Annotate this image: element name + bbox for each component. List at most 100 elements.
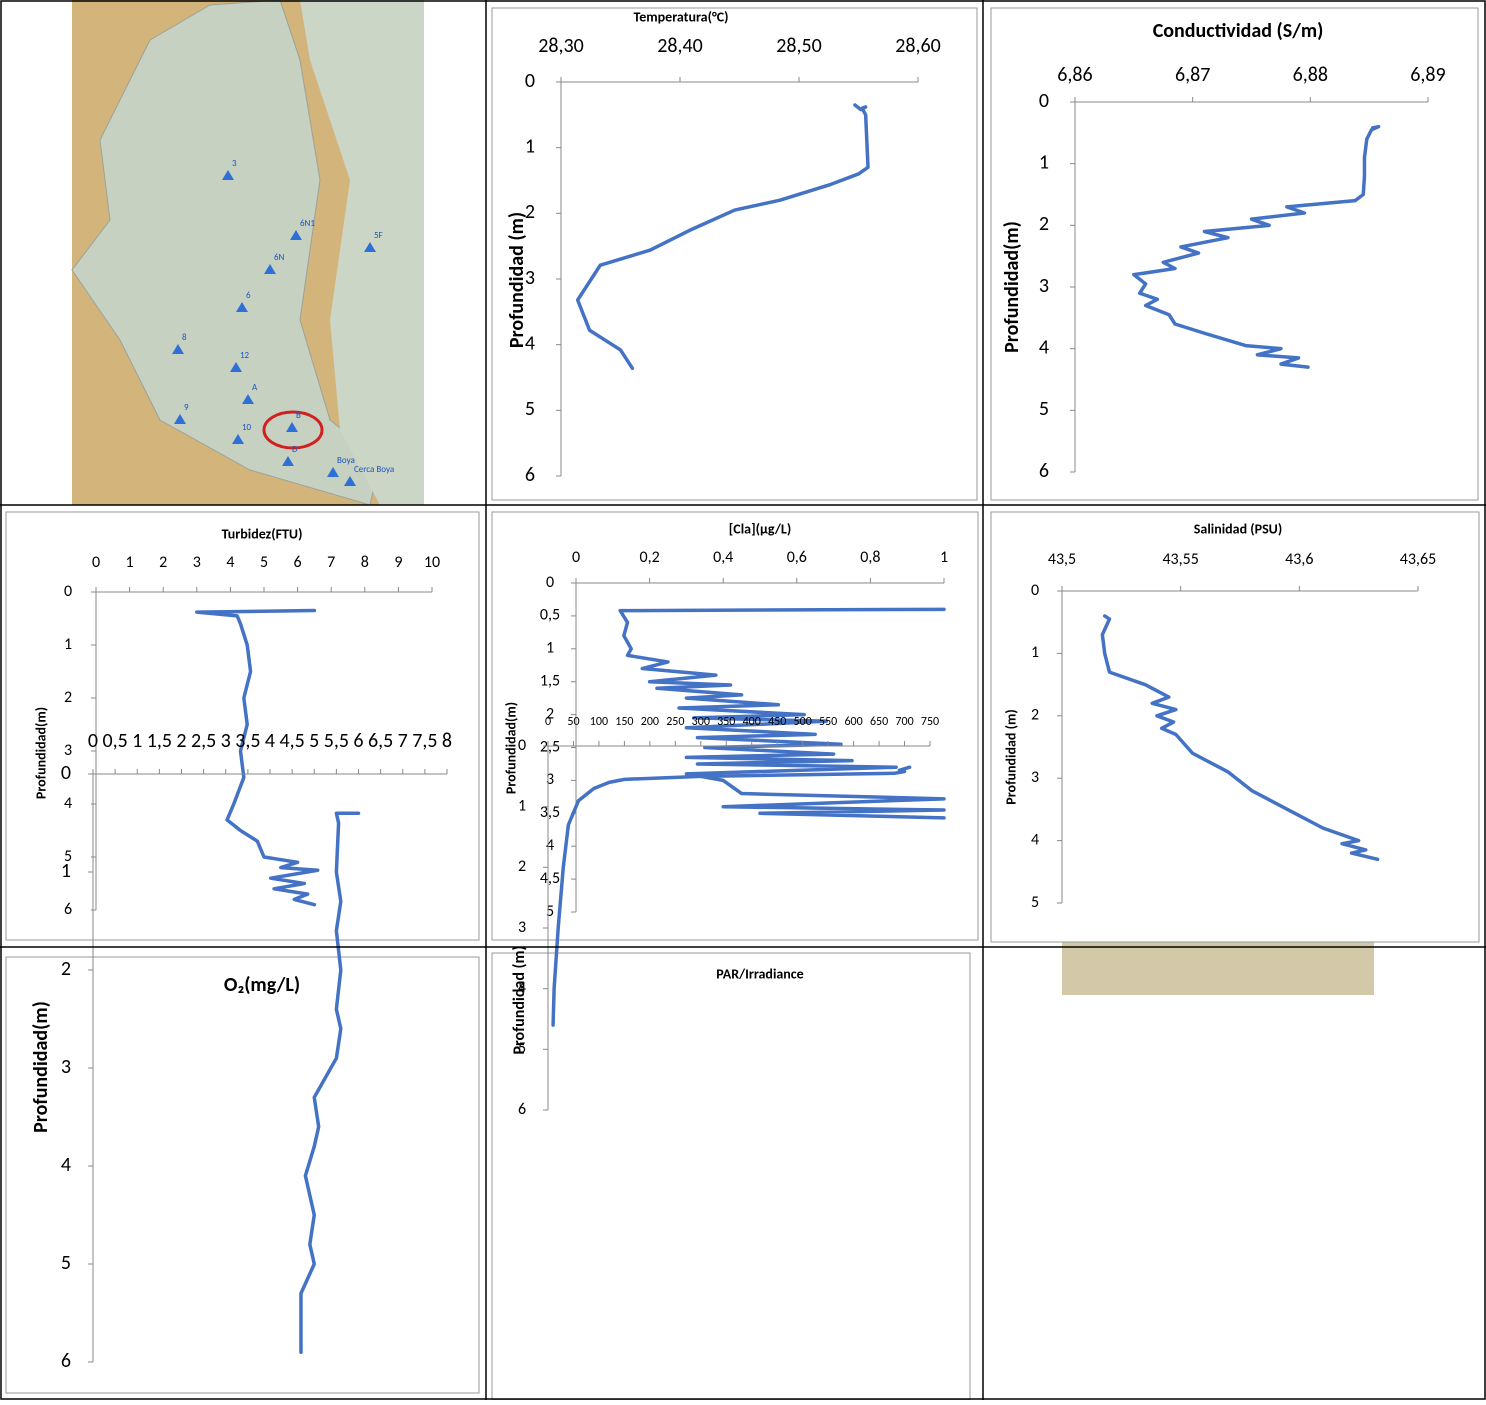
y-tick-label: 0 — [1039, 89, 1049, 113]
x-tick-label: 450 — [768, 715, 786, 729]
x-tick-label: 6 — [294, 553, 302, 572]
y-tick-label: 5 — [61, 1251, 71, 1275]
map-marker — [230, 362, 242, 372]
y-tick-label: 4,5 — [540, 869, 560, 888]
x-tick-label: 6,87 — [1175, 63, 1210, 87]
x-tick-label: 1 — [940, 548, 948, 567]
profile-line — [299, 811, 361, 1354]
map-label: 3 — [232, 158, 237, 169]
x-tick-label: 10 — [424, 553, 440, 572]
y-tick-label: 1,5 — [540, 672, 560, 691]
x-tick-label: 0,4 — [713, 548, 733, 567]
y-tick-label: 3 — [546, 770, 554, 789]
y-tick-label: 2 — [1031, 706, 1039, 725]
y-tick-label: 4 — [1039, 335, 1049, 359]
x-tick-label: 250 — [666, 715, 684, 729]
x-tick-label: 7,5 — [412, 729, 437, 753]
chart-title: Salinidad (PSU) — [1194, 520, 1282, 537]
x-tick-label: 28,50 — [776, 34, 822, 58]
map-label: B — [296, 410, 301, 421]
y-tick-label: 1 — [1039, 150, 1049, 174]
y-tick-label: 3 — [518, 918, 526, 937]
x-tick-label: 43,6 — [1285, 550, 1313, 569]
map-marker — [286, 422, 298, 432]
map-label: A — [252, 382, 258, 393]
y-tick-label: 3 — [64, 741, 72, 760]
map-marker — [236, 302, 248, 312]
chart-panel — [491, 952, 971, 1401]
x-tick-label: 4,5 — [279, 729, 304, 753]
y-axis-label: Profundidad (m) — [510, 945, 529, 1054]
y-tick-label: 2 — [64, 688, 72, 707]
map-label: 6N1 — [300, 218, 315, 229]
map-marker — [172, 344, 184, 354]
y-tick-label: 0,5 — [540, 606, 560, 625]
chart-panel — [5, 956, 480, 1394]
x-tick-label: 2 — [159, 553, 167, 572]
y-tick-label: 0 — [1031, 581, 1039, 600]
y-tick-label: 2 — [546, 704, 554, 723]
x-tick-label: 400 — [743, 715, 761, 729]
x-tick-label: 100 — [590, 715, 608, 729]
chart-panel — [990, 7, 1479, 501]
y-tick-label: 3 — [1039, 274, 1049, 298]
map-label: 6N — [274, 252, 285, 263]
x-tick-label: 500 — [794, 715, 812, 729]
x-tick-label: 600 — [844, 715, 862, 729]
y-tick-label: 2 — [61, 957, 71, 981]
x-tick-label: 7 — [327, 553, 335, 572]
x-tick-label: 0 — [92, 553, 100, 572]
x-tick-label: 700 — [895, 715, 913, 729]
x-tick-label: 650 — [870, 715, 888, 729]
x-tick-label: 0,5 — [102, 729, 127, 753]
x-tick-label: 0,2 — [639, 548, 659, 567]
map-label: 5F — [374, 230, 383, 241]
chart-title: Conductividad (S/m) — [1153, 19, 1324, 43]
y-tick-label: 2,5 — [540, 737, 560, 756]
chart-panel — [5, 511, 480, 941]
x-tick-label: 5 — [309, 729, 319, 753]
map-label: 9 — [184, 402, 189, 413]
x-tick-label: 6,88 — [1293, 63, 1328, 87]
y-tick-label: 4 — [546, 836, 554, 855]
y-axis-label: Profundidad (m) — [1002, 709, 1019, 804]
y-tick-label: 4 — [518, 978, 526, 997]
map-marker — [242, 394, 254, 404]
x-tick-label: 200 — [641, 715, 659, 729]
chart-title: [Cla](μg/L) — [729, 520, 791, 537]
y-tick-label: 5 — [518, 1039, 526, 1058]
x-tick-label: 6,89 — [1410, 63, 1445, 87]
x-tick-label: 350 — [717, 715, 735, 729]
x-tick-label: 300 — [692, 715, 710, 729]
x-tick-label: 28,30 — [538, 34, 584, 58]
x-tick-label: 550 — [819, 715, 837, 729]
y-tick-label: 0 — [546, 573, 554, 592]
profile-line — [195, 608, 320, 907]
y-tick-label: 5 — [1039, 397, 1049, 421]
x-tick-label: 1,5 — [147, 729, 172, 753]
x-tick-label: 50 — [567, 715, 579, 729]
y-tick-label: 1 — [525, 134, 535, 158]
x-tick-label: 0 — [88, 729, 98, 753]
x-tick-label: 5 — [260, 553, 268, 572]
chart-title: Turbidez(FTU) — [222, 525, 303, 542]
map-marker — [290, 230, 302, 240]
map-marker — [174, 414, 186, 424]
map-marker — [264, 264, 276, 274]
x-tick-label: 6 — [353, 729, 363, 753]
profile-line — [1132, 124, 1381, 369]
map-marker — [232, 434, 244, 444]
y-tick-label: 4 — [64, 794, 72, 813]
y-tick-label: 5 — [525, 397, 535, 421]
y-tick-label: 1 — [64, 635, 72, 654]
x-tick-label: 150 — [615, 715, 633, 729]
x-tick-label: 0,8 — [860, 548, 880, 567]
x-tick-label: 1 — [126, 553, 134, 572]
chart-title: O₂(mg/L) — [224, 973, 300, 997]
map-marker — [327, 467, 339, 477]
y-tick-label: 1 — [1031, 643, 1039, 662]
y-tick-label: 3 — [1031, 768, 1039, 787]
